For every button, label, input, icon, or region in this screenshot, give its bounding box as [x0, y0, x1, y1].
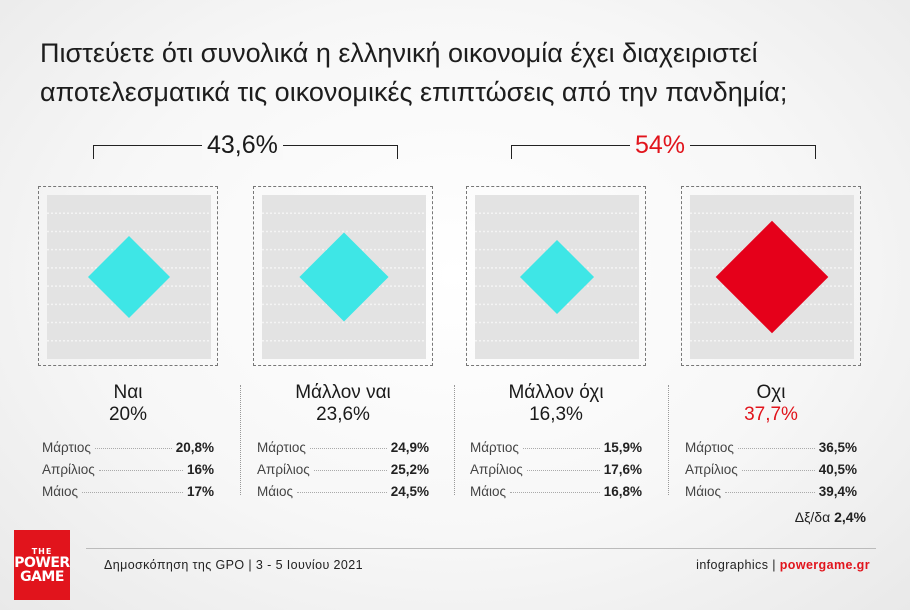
month-value: 39,4%	[818, 484, 857, 499]
dot-leader	[522, 448, 600, 449]
month-row: Μάρτιος 36,5%	[685, 437, 857, 459]
column-separator	[454, 385, 455, 495]
monthly-breakdown: Μάρτιος 20,8% Απρίλιος 16% Μάιος 17%	[42, 437, 214, 503]
month-name: Μάιος	[470, 484, 507, 499]
dot-leader	[98, 470, 183, 471]
month-row: Μάιος 39,4%	[685, 481, 857, 503]
month-name: Απρίλιος	[470, 462, 523, 477]
dot-leader	[741, 470, 815, 471]
dont-know-answer: Δξ/δα 2,4%	[795, 509, 866, 525]
category-value: 16,3%	[529, 404, 583, 425]
footer-credit: infographics | powergame.gr	[696, 558, 870, 572]
chart-card-svg	[47, 195, 211, 359]
monthly-breakdown: Μάρτιος 36,5% Απρίλιος 40,5% Μάιος 39,4%	[685, 437, 857, 503]
category-label-block: Οχι 37,7%	[671, 382, 871, 426]
month-row: Απρίλιος 16%	[42, 459, 214, 481]
month-row: Μάρτιος 15,9%	[470, 437, 642, 459]
chart-card	[466, 186, 646, 366]
month-row: Απρίλιος 40,5%	[685, 459, 857, 481]
category-name: Οχι	[756, 382, 786, 403]
dot-leader	[94, 448, 172, 449]
chart-card	[38, 186, 218, 366]
month-row: Μάρτιος 24,9%	[257, 437, 429, 459]
month-row: Μάιος 17%	[42, 481, 214, 503]
column-separator	[240, 385, 241, 495]
month-value: 16%	[186, 462, 214, 477]
chart-card-svg	[262, 195, 426, 359]
month-name: Μάρτιος	[470, 440, 519, 455]
month-row: Μάιος 16,8%	[470, 481, 642, 503]
month-value: 15,9%	[603, 440, 642, 455]
dot-leader	[309, 448, 387, 449]
group-label-positive: 43,6%	[202, 130, 283, 160]
month-value: 16,8%	[603, 484, 642, 499]
logo-line1: THE	[31, 546, 53, 556]
column-separator	[668, 385, 669, 495]
chart-card	[681, 186, 861, 366]
category-label-block: Μάλλον ναι 23,6%	[243, 382, 443, 426]
diamond-marker	[299, 232, 389, 322]
monthly-breakdown: Μάρτιος 24,9% Απρίλιος 25,2% Μάιος 24,5%	[257, 437, 429, 503]
chart-card-svg	[690, 195, 854, 359]
dot-leader	[725, 492, 815, 493]
month-value: 17,6%	[603, 462, 642, 477]
month-name: Μάρτιος	[42, 440, 91, 455]
footer-site-link[interactable]: powergame.gr	[779, 558, 870, 572]
category-name: Μάλλον όχι	[508, 382, 604, 403]
month-name: Μάιος	[42, 484, 79, 499]
category-value: 37,7%	[744, 404, 798, 425]
month-name: Απρίλιος	[685, 462, 738, 477]
category-name: Ναι	[113, 382, 143, 403]
diamond-marker	[519, 239, 595, 315]
month-name: Μάρτιος	[257, 440, 306, 455]
month-row: Μάιος 24,5%	[257, 481, 429, 503]
category-name: Μάλλον ναι	[295, 382, 391, 403]
month-value: 20,8%	[175, 440, 214, 455]
month-row: Απρίλιος 17,6%	[470, 459, 642, 481]
category-label-block: Μάλλον όχι 16,3%	[456, 382, 656, 426]
dont-know-value: 2,4%	[834, 509, 866, 525]
logo-line2: POWER	[14, 554, 70, 571]
powergame-logo: THE POWER GAME	[14, 530, 70, 600]
category-value: 20%	[108, 404, 148, 425]
category-label-block: Ναι 20%	[28, 382, 228, 426]
month-value: 36,5%	[818, 440, 857, 455]
category-value: 23,6%	[316, 404, 370, 425]
monthly-breakdown: Μάρτιος 15,9% Απρίλιος 17,6% Μάιος 16,8%	[470, 437, 642, 503]
month-value: 40,5%	[818, 462, 857, 477]
month-value: 24,9%	[390, 440, 429, 455]
footer-credit-text: infographics |	[696, 558, 780, 572]
logo-line3: GAME	[20, 568, 64, 585]
month-value: 17%	[186, 484, 214, 499]
month-name: Μάιος	[685, 484, 722, 499]
month-name: Μάιος	[257, 484, 294, 499]
month-value: 25,2%	[390, 462, 429, 477]
dot-leader	[526, 470, 600, 471]
month-name: Απρίλιος	[257, 462, 310, 477]
month-name: Μάρτιος	[685, 440, 734, 455]
dot-leader	[510, 492, 600, 493]
dot-leader	[297, 492, 387, 493]
chart-card	[253, 186, 433, 366]
dont-know-label: Δξ/δα	[794, 509, 831, 525]
month-row: Μάρτιος 20,8%	[42, 437, 214, 459]
dot-leader	[313, 470, 387, 471]
chart-card-svg	[475, 195, 639, 359]
month-row: Απρίλιος 25,2%	[257, 459, 429, 481]
footer-divider	[86, 548, 876, 549]
group-label-negative: 54%	[630, 130, 691, 160]
month-value: 24,5%	[390, 484, 429, 499]
chart-title: Πιστεύετε ότι συνολικά η ελληνική οικονο…	[40, 38, 788, 107]
dot-leader	[82, 492, 183, 493]
month-name: Απρίλιος	[42, 462, 95, 477]
footer-source: Δημοσκόπηση της GPO | 3 - 5 Ιουνίου 2021	[104, 558, 363, 572]
dot-leader	[737, 448, 815, 449]
